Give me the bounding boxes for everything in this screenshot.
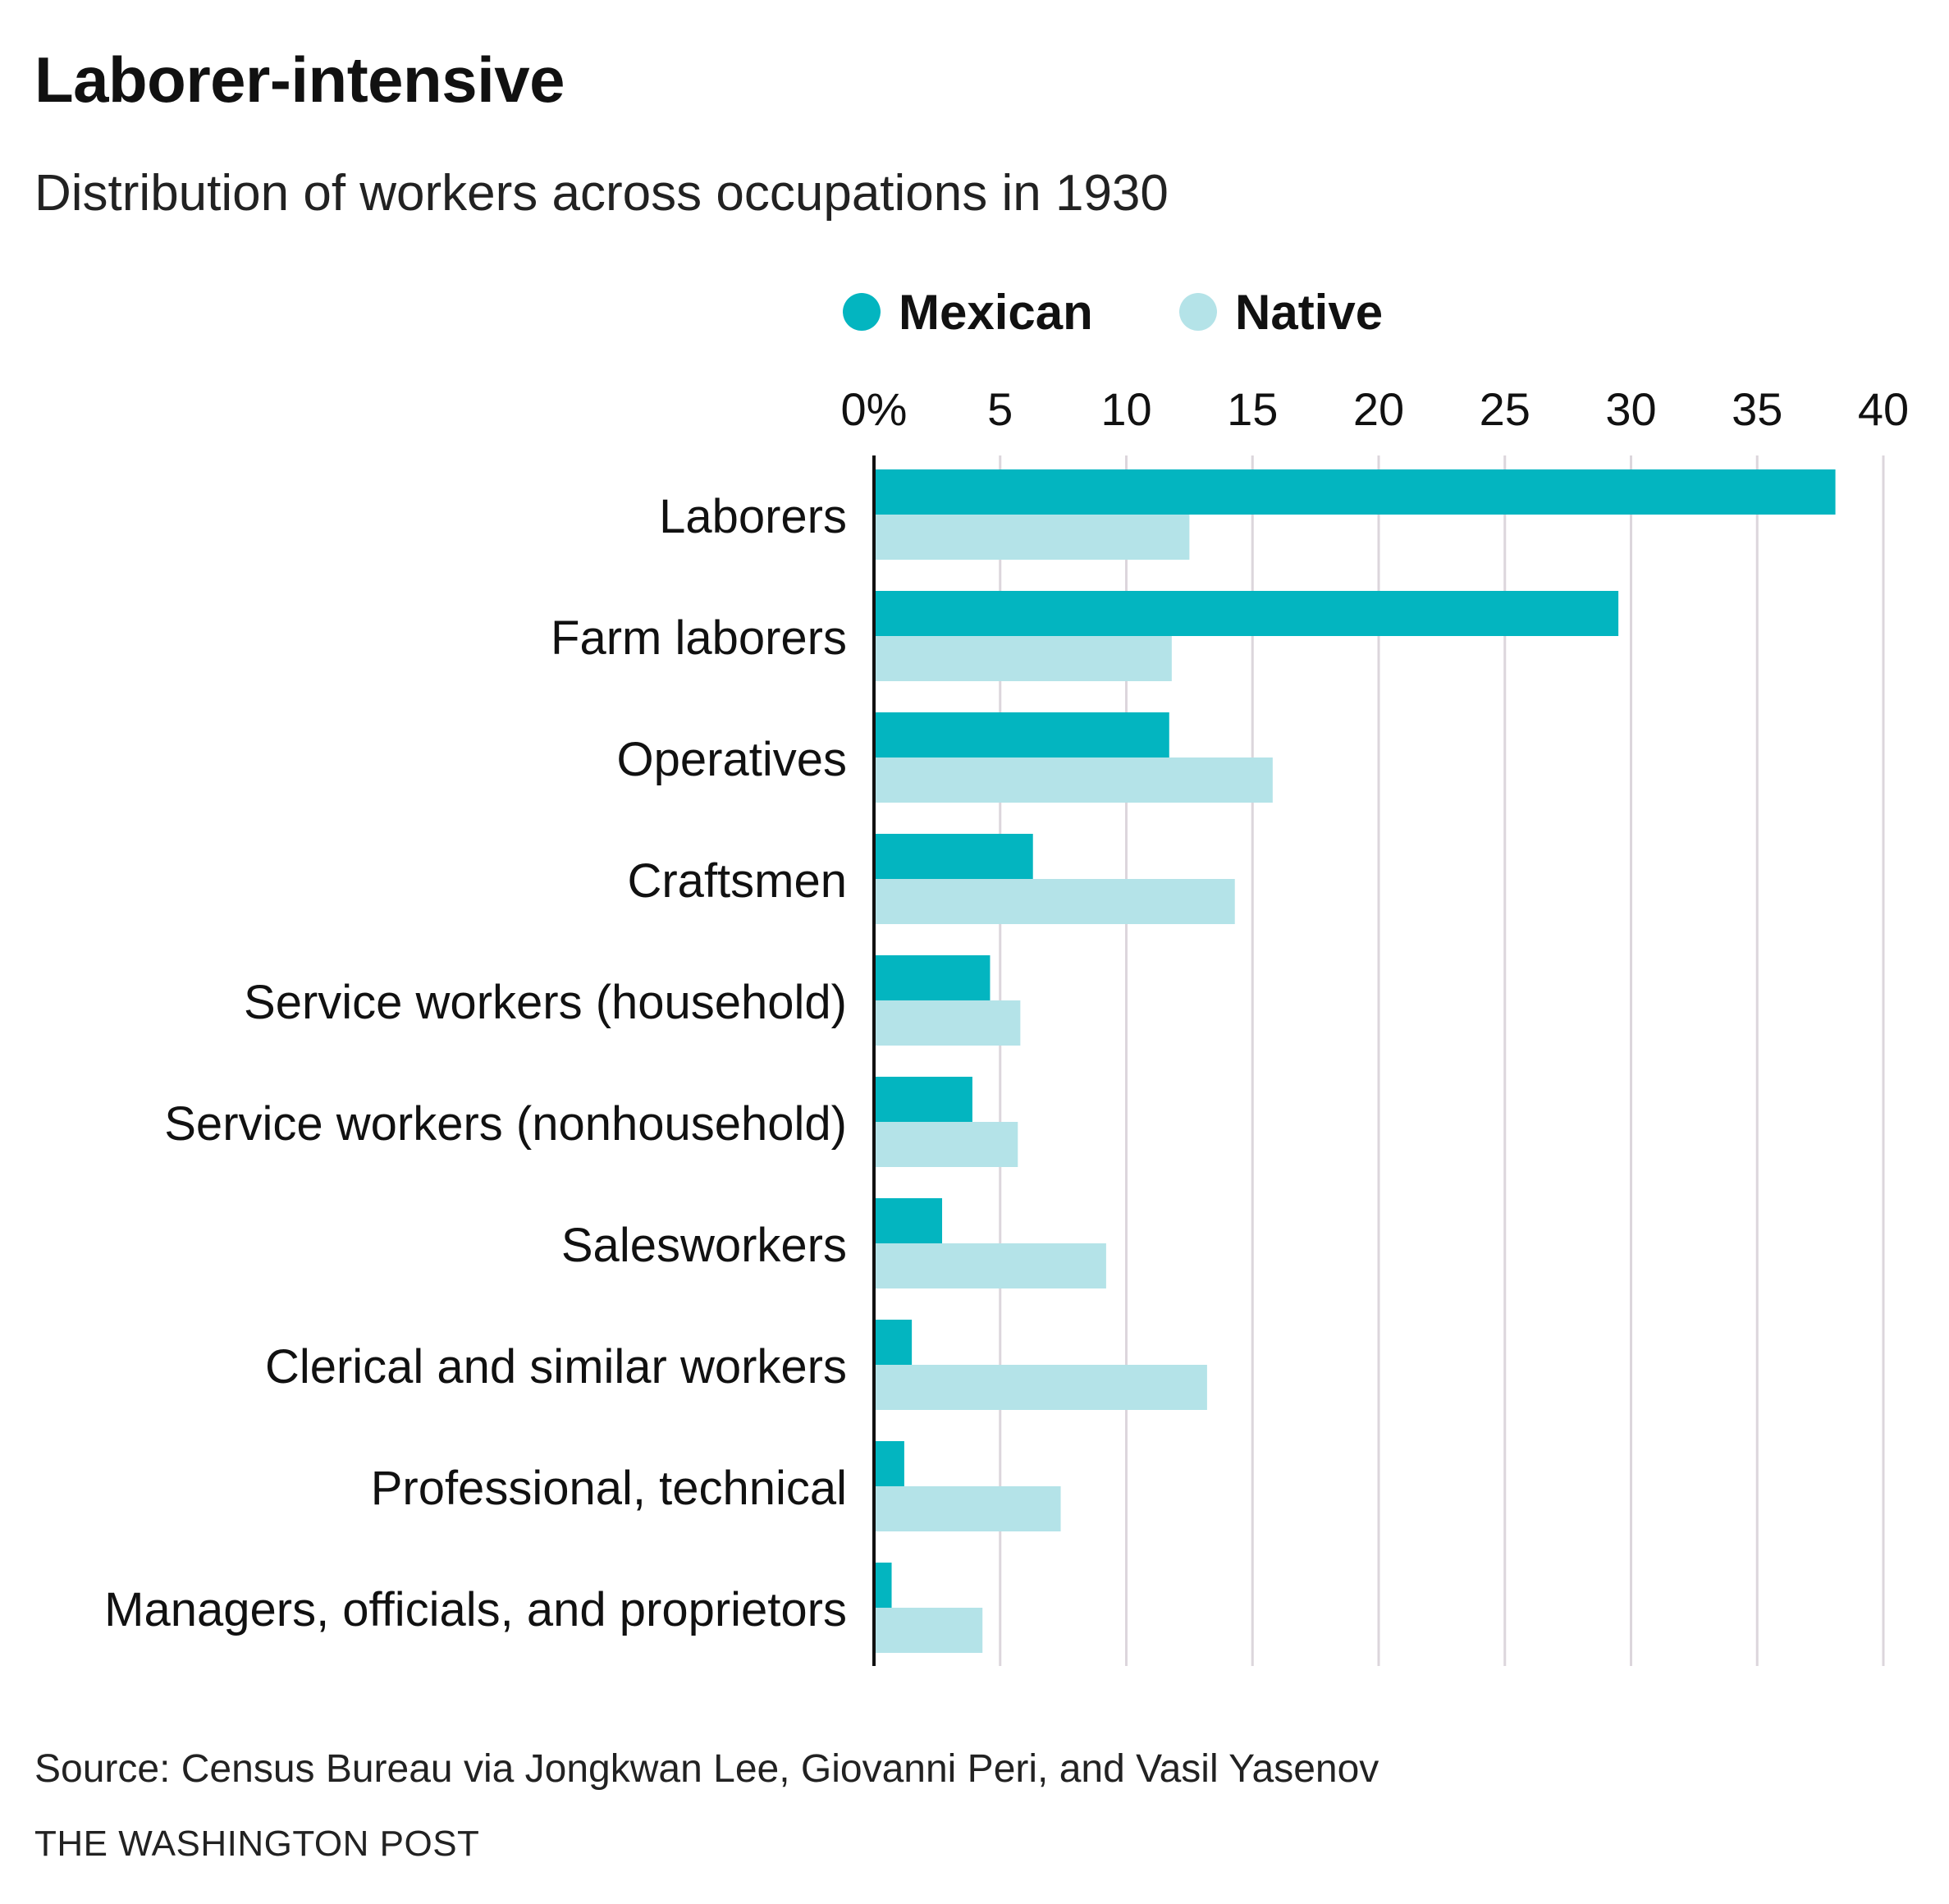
bar-mexican [874, 955, 991, 1000]
legend-label-mexican: Mexican [899, 285, 1093, 340]
category-label: Professional, technical [371, 1462, 847, 1515]
bar-mexican [874, 1320, 913, 1365]
x-tick-label: 10 [1100, 383, 1151, 435]
category-label: Laborers [659, 490, 847, 543]
bar-mexican [874, 1077, 972, 1122]
category-label: Craftsmen [627, 854, 847, 908]
bar-native [874, 515, 1190, 560]
bar-mexican [874, 1563, 892, 1608]
category-label: Managers, officials, and proprietors [104, 1583, 847, 1636]
category-label: Operatives [617, 733, 847, 786]
category-label: Farm laborers [551, 611, 847, 665]
bar-native [874, 1243, 1106, 1288]
bar-native [874, 1365, 1207, 1410]
x-tick-label: 25 [1480, 383, 1530, 435]
bar-mexican [874, 1198, 943, 1243]
chart-title: Laborer-intensive [34, 43, 565, 116]
x-tick-label: 40 [1858, 383, 1909, 435]
bar-native [874, 879, 1235, 924]
bar-mexican [874, 1441, 904, 1486]
bar-native [874, 1122, 1018, 1167]
category-label: Clerical and similar workers [265, 1340, 847, 1394]
bar-native [874, 636, 1172, 681]
x-tick-label: 35 [1732, 383, 1782, 435]
x-tick-label: 5 [987, 383, 1013, 435]
x-tick-label: 20 [1353, 383, 1404, 435]
bar-mexican [874, 469, 1836, 515]
bar-mexican [874, 834, 1033, 879]
x-tick-label: 15 [1227, 383, 1278, 435]
publisher-credit: THE WASHINGTON POST [34, 1824, 480, 1864]
bar-mexican [874, 712, 1169, 757]
bar-native [874, 1486, 1061, 1531]
bar-native [874, 757, 1273, 803]
chart-subtitle: Distribution of workers across occupatio… [34, 165, 1169, 222]
bar-mexican [874, 591, 1619, 636]
legend-swatch-mexican [843, 293, 881, 331]
source-note: Source: Census Bureau via Jongkwan Lee, … [34, 1747, 1379, 1791]
legend-label-native: Native [1235, 285, 1383, 340]
bar-chart: Mexican Native 0% 5 10 15 20 25 30 35 40 Laborers Fa… [104, 285, 1909, 1666]
category-label: Service workers (nonhousehold) [164, 1097, 847, 1151]
bar-native [874, 1000, 1021, 1046]
legend-swatch-native [1179, 293, 1217, 331]
x-tick-label: 30 [1605, 383, 1656, 435]
x-tick-label: 0% [841, 383, 908, 435]
category-label: Service workers (household) [244, 976, 847, 1029]
bar-native [874, 1608, 983, 1653]
category-label: Salesworkers [561, 1219, 847, 1272]
